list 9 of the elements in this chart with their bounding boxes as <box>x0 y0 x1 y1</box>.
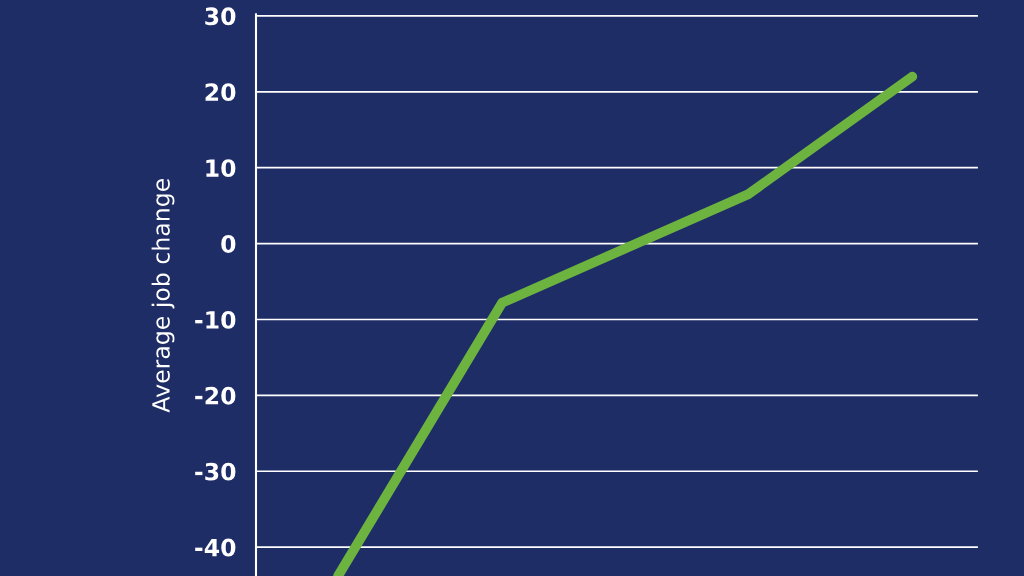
y-axis-title: Average job change <box>151 179 175 413</box>
y-tick-label: -10 <box>195 310 236 329</box>
y-tick-label: -30 <box>195 462 236 481</box>
y-tick-label: 10 <box>206 159 236 178</box>
y-tick-label: -40 <box>195 538 236 557</box>
y-tick-label: 20 <box>205 83 236 102</box>
y-tick-label: 30 <box>205 7 236 26</box>
y-tick-label: 0 <box>221 235 236 253</box>
y-tick-label: -20 <box>195 386 236 405</box>
